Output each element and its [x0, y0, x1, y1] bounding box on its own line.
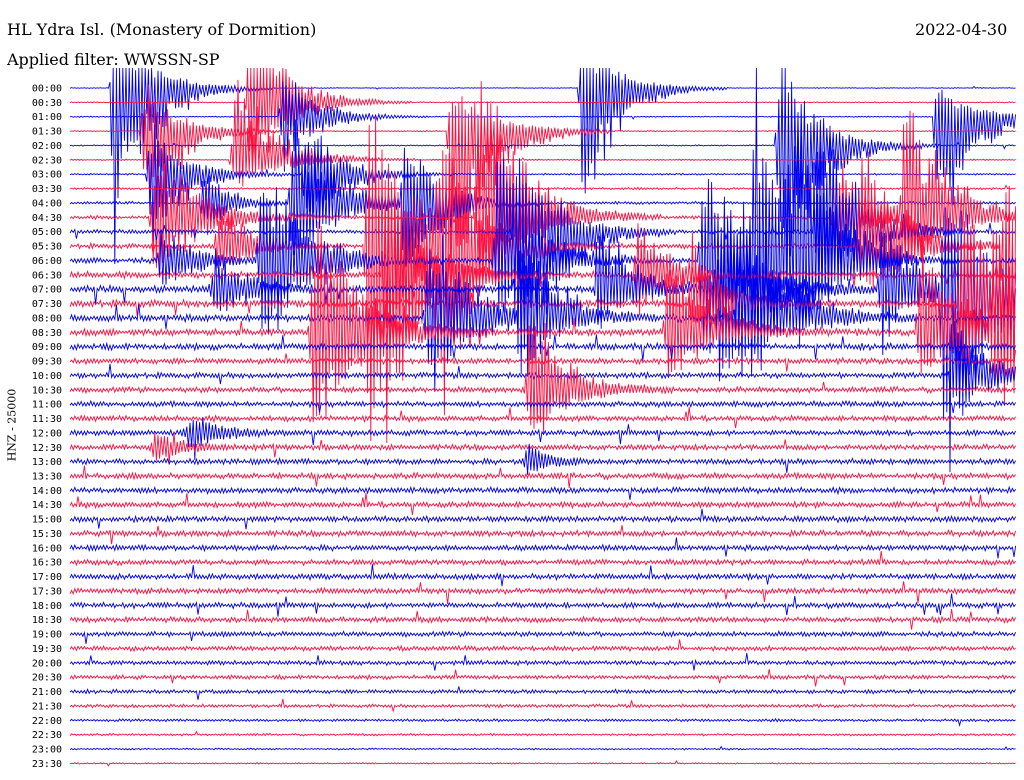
row-time-label: 14:30: [32, 500, 62, 511]
row-time-label: 18:30: [32, 615, 62, 626]
row-time-label: 21:30: [32, 701, 62, 712]
trace-row-2300: [69, 745, 1016, 751]
trace-row-0000: [69, 67, 1016, 265]
row-time-label: 23:00: [32, 745, 62, 756]
row-time-label: 17:00: [32, 572, 62, 583]
trace-row-0830: [69, 221, 1017, 423]
row-time-label: 18:00: [32, 601, 62, 612]
trace-row-0600: [69, 67, 1016, 371]
trace-row-1100: [69, 399, 1016, 414]
trace-row-1730: [69, 581, 1017, 604]
row-time-label: 05:30: [32, 242, 62, 253]
row-time-label: 00:00: [32, 84, 62, 95]
row-time-label: 07:30: [32, 299, 62, 310]
trace-row-1600: [69, 537, 1017, 559]
row-time-label: 09:00: [32, 342, 62, 353]
trace-row-1230: [69, 431, 1016, 464]
trace-row-1430: [69, 492, 1016, 515]
row-time-label: 15:00: [32, 515, 62, 526]
row-time-label: 22:00: [32, 716, 62, 727]
trace-row-1930: [69, 639, 1016, 653]
record-date: 2022-04-30: [915, 20, 1008, 39]
row-time-label: 21:00: [32, 687, 62, 698]
trace-row-2330: [69, 759, 1016, 767]
row-time-label: 17:30: [32, 586, 62, 597]
row-time-label: 14:00: [32, 486, 62, 497]
trace-row-1530: [69, 525, 1017, 545]
trace-row-0630: [69, 180, 1017, 444]
row-time-label: 02:30: [32, 155, 62, 166]
row-time-label: 11:30: [32, 414, 62, 425]
trace-row-2000: [69, 653, 1016, 671]
row-time-label: 19:00: [32, 630, 62, 641]
row-time-label: 01:00: [32, 112, 62, 123]
trace-row-0200: [69, 67, 1016, 283]
row-time-label: 06:00: [32, 256, 62, 267]
row-time-label: 15:30: [32, 529, 62, 540]
row-time-label: 20:30: [32, 673, 62, 684]
trace-row-0300: [69, 125, 1016, 242]
trace-row-2100: [69, 686, 1016, 700]
trace-row-1830: [69, 608, 1017, 630]
trace-row-1800: [69, 593, 1016, 617]
row-time-label: 09:30: [32, 357, 62, 368]
trace-row-1700: [69, 564, 1017, 587]
row-time-label: 11:00: [32, 400, 62, 411]
row-time-label: 06:30: [32, 270, 62, 281]
trace-row-0330: [69, 184, 1016, 191]
row-time-label: 03:30: [32, 184, 62, 195]
row-time-label: 12:30: [32, 443, 62, 454]
row-time-label: 04:30: [32, 213, 62, 224]
row-time-label: 20:00: [32, 658, 62, 669]
row-time-label: 16:30: [32, 558, 62, 569]
trace-row-0030: [69, 67, 1016, 167]
trace-row-1300: [69, 443, 1016, 475]
row-time-label: 08:00: [32, 313, 62, 324]
filter-label: Applied filter: WWSSN-SP: [7, 50, 220, 69]
trace-row-1400: [69, 485, 1016, 500]
row-time-label: 23:30: [32, 759, 62, 770]
row-time-label: 10:00: [32, 371, 62, 382]
trace-row-1200: [69, 417, 1017, 460]
trace-row-1900: [69, 630, 1017, 644]
trace-row-1630: [69, 551, 1016, 567]
trace-row-2230: [69, 730, 1016, 737]
trace-row-2030: [69, 669, 1016, 687]
trace-row-1500: [69, 508, 1017, 530]
trace-row-2200: [69, 717, 1016, 727]
trace-row-1030: [69, 323, 1016, 436]
row-time-label: 13:00: [32, 457, 62, 468]
trace-row-0230: [69, 79, 1016, 187]
trace-row-0800: [69, 203, 1016, 392]
row-time-label: 05:00: [32, 227, 62, 238]
trace-row-1330: [69, 465, 1016, 489]
row-time-label: 10:30: [32, 385, 62, 396]
trace-row-2130: [69, 698, 1016, 713]
row-time-label: 16:00: [32, 543, 62, 554]
trace-row-0100: [69, 81, 1017, 206]
trace-row-0130: [69, 84, 1016, 258]
trace-row-0900: [69, 334, 1017, 361]
row-time-label: 13:30: [32, 471, 62, 482]
trace-row-0700: [69, 207, 1017, 473]
row-time-label: 12:00: [32, 428, 62, 439]
row-time-label: 22:30: [32, 730, 62, 741]
row-time-label: 00:30: [32, 98, 62, 109]
row-time-label: 03:00: [32, 170, 62, 181]
row-time-label: 02:00: [32, 141, 62, 152]
station-title: HL Ydra Isl. (Monastery of Dormition): [7, 20, 317, 39]
trace-row-1130: [69, 407, 1016, 429]
row-time-label: 04:00: [32, 198, 62, 209]
row-time-label: 08:30: [32, 328, 62, 339]
row-time-label: 19:30: [32, 644, 62, 655]
row-time-label: 01:30: [32, 127, 62, 138]
row-time-label: 07:00: [32, 285, 62, 296]
